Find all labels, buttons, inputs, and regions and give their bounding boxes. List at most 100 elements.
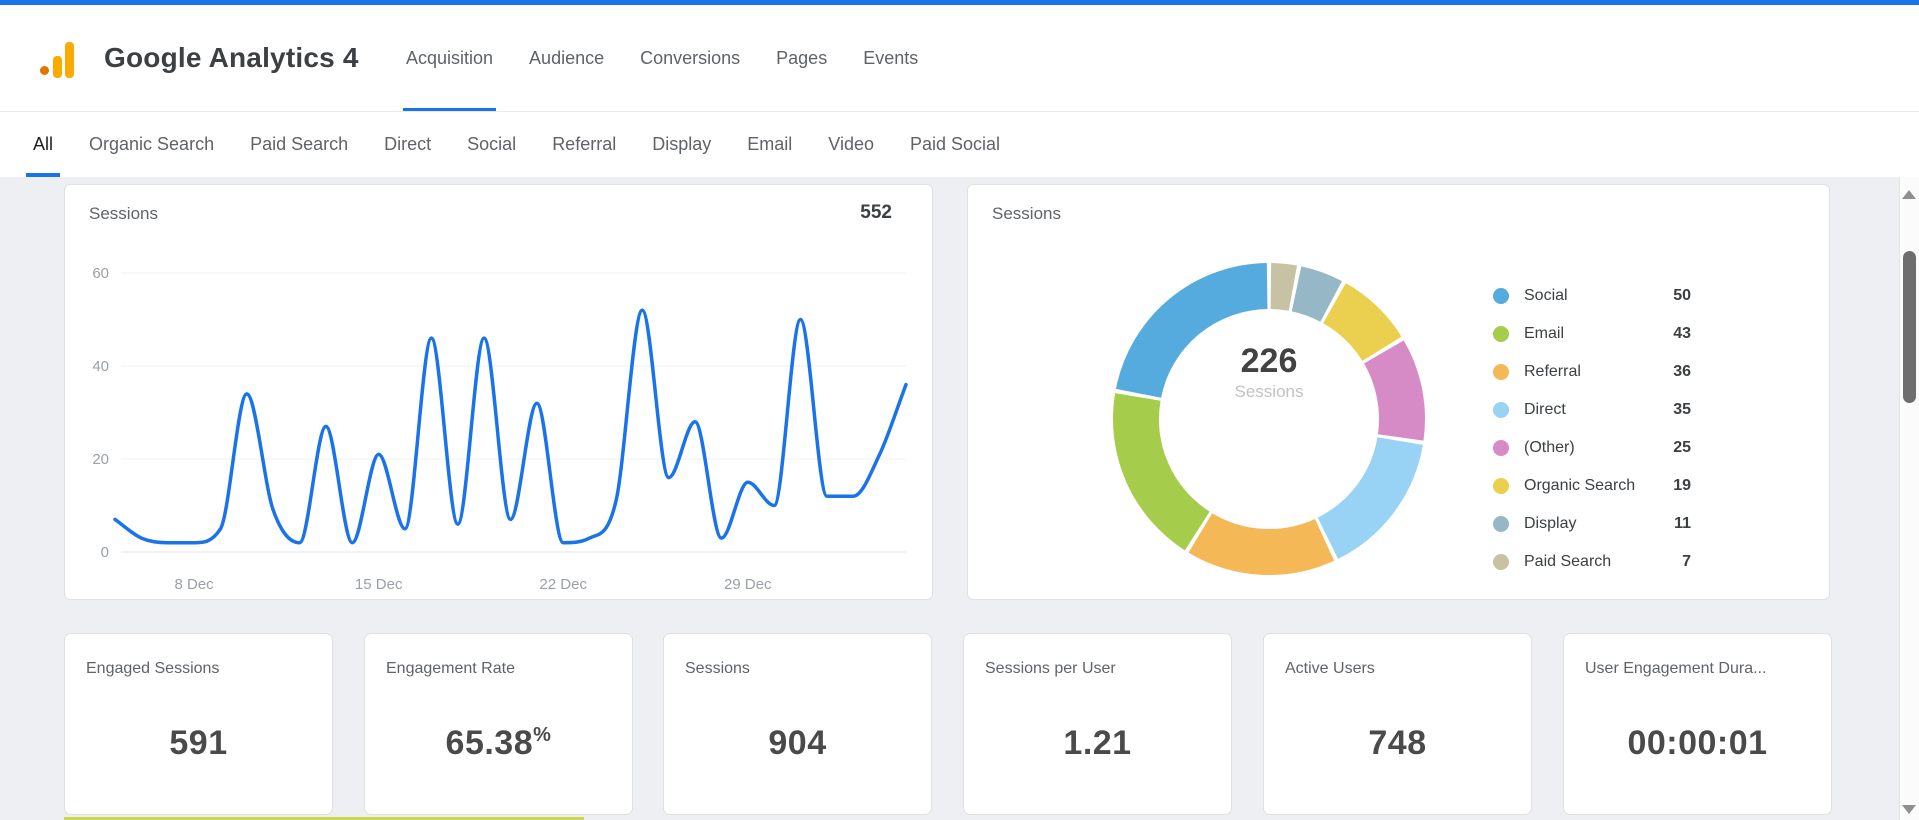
legend-value: 25 <box>1673 439 1691 456</box>
metric-label: Engaged Sessions <box>86 660 220 677</box>
metric-value: 1.21 <box>1063 724 1132 762</box>
donut-center: 226 Sessions <box>1139 343 1399 402</box>
scroll-up-arrow-icon[interactable] <box>1902 190 1916 199</box>
metric-value-suffix: % <box>533 724 552 746</box>
donut-segment-referral[interactable] <box>1188 512 1335 575</box>
legend-dot-icon <box>1493 516 1509 532</box>
x-axis-label-8-dec: 8 Dec <box>175 576 215 593</box>
donut-segment-direct[interactable] <box>1317 436 1423 559</box>
legend-dot-icon <box>1493 364 1509 380</box>
donut-segment-paid-search[interactable] <box>1270 263 1298 311</box>
scrollbar[interactable] <box>1899 177 1919 820</box>
metric-value: 591 <box>169 724 228 762</box>
metric-label: Sessions <box>685 660 750 677</box>
logo-bar-tall <box>65 42 74 78</box>
sessions-line-chart[interactable]: 0 20 40 60 8 Dec 15 Dec 22 Dec 29 Dec <box>65 185 932 599</box>
donut-segment-social[interactable] <box>1115 263 1269 399</box>
channel-tab-paid-search[interactable]: Paid Search <box>250 134 349 154</box>
legend-row-paid-search[interactable]: Paid Search 7 <box>1493 543 1691 581</box>
legend-row-display[interactable]: Display 11 <box>1493 505 1691 543</box>
legend-value: 19 <box>1673 477 1691 494</box>
legend-row-social[interactable]: Social 50 <box>1493 277 1691 315</box>
y-axis-label-60: 60 <box>92 265 109 282</box>
donut-segment-other[interactable] <box>1363 340 1425 441</box>
tab-events[interactable]: Events <box>863 47 919 68</box>
legend-label: (Other) <box>1524 439 1575 456</box>
channel-tab-paid-social[interactable]: Paid Social <box>909 134 1001 154</box>
scroll-down-arrow-icon[interactable] <box>1902 805 1916 814</box>
metric-card-sessions-per-user: Sessions per User 1.21 <box>963 633 1232 815</box>
channel-tab-organic-search[interactable]: Organic Search <box>89 134 215 154</box>
tab-pages[interactable]: Pages <box>776 47 828 68</box>
legend-dot-icon <box>1493 554 1509 570</box>
logo-dot <box>40 66 49 75</box>
y-axis-label-20: 20 <box>92 451 109 468</box>
sessions-line-series[interactable] <box>113 308 908 545</box>
legend-dot-icon <box>1493 288 1509 304</box>
metric-card-engagement-rate: Engagement Rate 65.38% <box>364 633 633 815</box>
line-card-title: Sessions <box>89 204 158 223</box>
channel-tab-all[interactable]: All <box>25 112 61 177</box>
metric-value: 748 <box>1368 724 1427 762</box>
metric-label: Active Users <box>1285 660 1375 677</box>
primary-nav: Acquisition Audience Conversions Pages Event… <box>402 5 919 111</box>
scroll-thumb[interactable] <box>1903 251 1916 403</box>
legend-label: Social <box>1524 287 1568 304</box>
analytics-logo-icon <box>40 38 74 78</box>
donut-total-value: 226 <box>1240 342 1298 380</box>
channel-nav-row: All Organic Search Paid Search Direct Social… <box>0 112 1919 177</box>
donut-total-label: Sessions <box>1234 382 1304 401</box>
channel-tab-display[interactable]: Display <box>652 134 712 154</box>
donut-legend: Social 50 Email 43 Referral 36 Direct 35 (Other)… <box>1493 277 1691 581</box>
channel-tab-video[interactable]: Video <box>828 134 874 154</box>
metric-card-active-users: Active Users 748 <box>1263 633 1532 815</box>
metric-label: Sessions per User <box>985 660 1116 677</box>
metric-card-engaged-sessions: Engaged Sessions 591 <box>64 633 333 815</box>
legend-row-referral[interactable]: Referral 36 <box>1493 353 1691 391</box>
top-accent-bar <box>0 0 1919 5</box>
metric-label: User Engagement Dura... <box>1585 660 1767 677</box>
x-axis-label-15-dec: 15 Dec <box>355 576 403 593</box>
sessions-donut-card: Sessions 226 Sessions Social 50 Email 43 Ref… <box>967 184 1830 600</box>
legend-row-other[interactable]: (Other) 25 <box>1493 429 1691 467</box>
tab-acquisition[interactable]: Acquisition <box>402 5 497 111</box>
logo-bar-mid <box>53 56 62 78</box>
header: Google Analytics 4 Acquisition Audience Co… <box>0 5 1919 112</box>
legend-value: 50 <box>1673 287 1691 304</box>
legend-row-organic-search[interactable]: Organic Search 19 <box>1493 467 1691 505</box>
metric-value: 00:00:01 <box>1627 724 1768 762</box>
legend-value: 11 <box>1674 515 1691 532</box>
y-axis-label-0: 0 <box>101 544 109 561</box>
x-axis-label-22-dec: 22 Dec <box>539 576 587 593</box>
legend-label: Referral <box>1524 363 1581 380</box>
donut-segment-organic-search[interactable] <box>1322 283 1402 362</box>
legend-value: 43 <box>1673 325 1691 342</box>
legend-value: 35 <box>1673 401 1691 418</box>
legend-label: Display <box>1524 515 1577 532</box>
legend-dot-icon <box>1493 402 1509 418</box>
donut-card-title: Sessions <box>992 204 1061 223</box>
next-widget-peek <box>64 817 584 820</box>
legend-row-email[interactable]: Email 43 <box>1493 315 1691 353</box>
channel-tab-referral[interactable]: Referral <box>552 134 617 154</box>
sessions-donut-chart[interactable] <box>1099 249 1439 589</box>
legend-value: 7 <box>1682 553 1691 570</box>
tab-audience[interactable]: Audience <box>529 47 605 68</box>
donut-segment-display[interactable] <box>1291 266 1342 323</box>
channel-tab-social[interactable]: Social <box>467 134 517 154</box>
legend-label: Organic Search <box>1524 477 1636 494</box>
legend-row-direct[interactable]: Direct 35 <box>1493 391 1691 429</box>
tab-conversions[interactable]: Conversions <box>640 47 741 68</box>
legend-dot-icon <box>1493 326 1509 342</box>
metric-value: 65.38% <box>445 724 552 762</box>
sessions-line-card: Sessions 552 0 20 40 60 8 Dec 15 Dec 22 Dec 29 … <box>64 184 933 600</box>
donut-segment-email[interactable] <box>1113 393 1211 551</box>
line-card-total: 552 <box>860 202 892 223</box>
legend-label: Direct <box>1524 401 1566 418</box>
legend-value: 36 <box>1673 363 1691 380</box>
channel-tab-direct[interactable]: Direct <box>384 134 432 154</box>
legend-dot-icon <box>1493 440 1509 456</box>
channel-tab-email[interactable]: Email <box>747 134 793 154</box>
legend-dot-icon <box>1493 478 1509 494</box>
